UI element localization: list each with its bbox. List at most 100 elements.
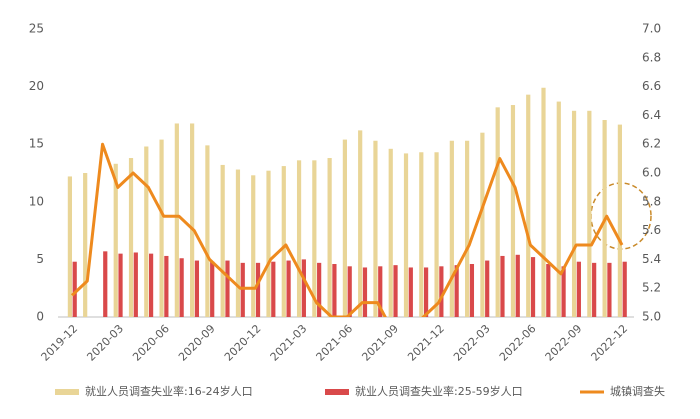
x-tick-label: 2022-03 [451,322,493,364]
bar [235,169,241,317]
x-tick-label: 2021-09 [359,322,401,364]
bar [225,260,230,317]
bar [439,266,444,317]
y2-tick-label: 6.6 [642,79,661,93]
bar [373,140,378,317]
bar [403,153,409,317]
bar [419,152,424,317]
bar [271,261,276,317]
bar [393,265,398,317]
y-tick-label: 15 [29,137,44,151]
y2-tick-label: 7.0 [642,22,661,36]
bar [423,267,429,317]
x-tick-label: 2022-12 [589,322,631,364]
bar [103,251,108,317]
legend-label: 就业人员调查失业率:16-24岁人口 [85,384,253,398]
y2-tick-label: 6.2 [642,137,661,151]
bar [128,158,134,317]
bar [220,164,225,317]
x-tick-label: 2022-09 [543,322,585,364]
bar [378,266,383,317]
x-tick-label: 2020-12 [222,322,264,364]
legend-label: 城镇调查失 [610,384,665,398]
x-tick-label: 2021-03 [268,322,310,364]
y-tick-label: 25 [29,22,44,36]
legend-label: 就业人员调查失业率:25-59岁人口 [355,384,523,398]
bar [205,145,210,317]
bar [118,253,123,317]
y2-tick-label: 6.0 [642,166,661,180]
bar [576,261,581,317]
bar [434,152,439,317]
bar [255,262,261,317]
bar [133,252,138,317]
bar [144,146,149,317]
bar [347,266,352,317]
y2-tick-label: 5.8 [642,194,661,208]
bar [587,110,592,318]
bar [240,262,245,317]
x-tick-label: 2020-09 [176,322,218,364]
bar [164,255,169,317]
x-tick-label: 2020-03 [84,322,126,364]
legend-swatch [55,389,79,395]
bar [342,139,347,317]
y2-tick-label: 5.0 [642,310,661,324]
bar [317,262,322,317]
bar [607,262,612,317]
bar [622,261,627,317]
y2-tick-label: 5.6 [642,223,661,237]
bar [480,132,485,317]
bar [332,264,337,317]
bar [83,173,88,317]
bar [526,94,531,317]
bar [210,261,215,317]
bar [495,107,500,317]
x-tick-label: 2020-06 [130,322,172,364]
bar [546,264,551,317]
bar [251,175,256,317]
legend-swatch [325,389,349,395]
bar [312,160,317,317]
bar [148,253,154,317]
bar [469,264,475,317]
bar [358,130,363,317]
y2-tick-label: 5.2 [642,281,661,295]
bar [67,176,72,317]
bar [408,267,413,317]
bar [556,101,561,318]
y-tick-label: 5 [36,252,44,266]
bar [449,140,454,317]
x-tick-label: 2021-06 [314,322,356,364]
bar [327,158,332,317]
bar [485,260,490,317]
bar [541,87,546,317]
bar [301,259,306,317]
bar [362,267,368,317]
bar [510,105,516,317]
bar [179,258,184,317]
bar [592,262,597,317]
bar [530,257,536,317]
y2-tick-label: 6.4 [642,108,661,122]
bar [500,255,505,317]
bar [561,266,566,317]
bar [515,254,520,317]
x-tick-label: 2019-12 [39,322,81,364]
bar [159,139,164,317]
bar [113,163,118,317]
bar [571,110,577,318]
bar [465,140,470,317]
bar [174,123,179,318]
bar [266,170,271,317]
line [70,142,624,317]
bar [454,265,459,317]
x-tick-label: 2021-12 [405,322,447,364]
bar [190,123,195,318]
bar [194,260,200,317]
x-tick-label: 2022-06 [497,322,539,364]
bar [296,160,302,317]
y2-tick-label: 5.4 [642,252,661,266]
